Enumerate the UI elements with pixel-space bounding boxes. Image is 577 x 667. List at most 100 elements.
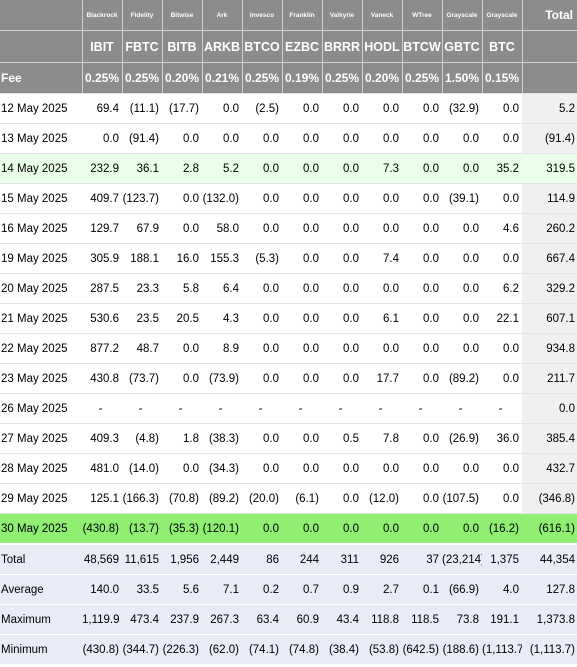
flow-cell: (73.7) [122,363,162,394]
summary-cell: 1,375 [482,543,522,575]
flow-cell: (73.9) [202,363,242,394]
flow-cell: 1.8 [162,423,202,454]
total-header-blank [521,30,577,63]
flow-cell: 7.3 [362,153,402,184]
flow-cell: 0.0 [322,483,362,514]
row-date: 19 May 2025 [0,243,82,274]
flow-cell: 0.0 [402,453,442,484]
table-row: 21 May 2025 530.6 23.5 20.5 4.3 0.0 0.0 0.0 6.1 0… [0,303,577,334]
flow-cell: 0.0 [282,213,322,244]
row-date: 26 May 2025 [0,393,82,424]
flow-cell: 0.0 [282,333,322,364]
flow-cell: 0.0 [242,273,282,304]
table-row: 30 May 2025 (430.8) (13.7) (35.3) (120.1) 0.0… [0,513,577,544]
row-total: 319.5 [522,153,577,184]
flow-cell: 6.1 [362,303,402,334]
flow-cell: 0.0 [202,93,242,124]
flow-cell: 0.0 [402,93,442,124]
flow-cell: - [362,393,402,424]
flow-cell: - [82,393,122,424]
row-total: (616.1) [522,513,577,544]
flow-cell: 0.0 [322,153,362,184]
flow-cell: 69.4 [82,93,122,124]
flow-cell: (35.3) [162,513,202,544]
flow-cell: 0.0 [322,213,362,244]
flow-cell: 481.0 [82,453,122,484]
ticker-header: GBTC [441,30,482,63]
flow-cell: 0.0 [482,333,522,364]
summary-cell: (188.6) [442,634,482,664]
row-date: 28 May 2025 [0,453,82,484]
flow-cell: (13.7) [122,513,162,544]
table-row: 23 May 2025 430.8 (73.7) 0.0 (73.9) 0.0 0.0 0.0… [0,363,577,394]
row-total: 385.4 [522,423,577,454]
flow-cell: 0.0 [442,123,482,154]
flow-cell: 0.0 [442,513,482,544]
summary-cell: (62.0) [202,634,242,664]
row-date: 16 May 2025 [0,213,82,244]
flow-cell: 0.0 [482,453,522,484]
table-row: 27 May 2025 409.3 (4.8) 1.8 (38.3) 0.0 0.0 0.5 7… [0,423,577,454]
issuer-name: Bitwise [161,0,202,31]
table-row: 28 May 2025 481.0 (14.0) 0.0 (34.3) 0.0 0.0 0.0… [0,453,577,484]
flow-cell: 0.0 [482,183,522,214]
summary-cell: (226.3) [162,634,202,664]
flow-cell: (132.0) [202,183,242,214]
flow-cell: 0.0 [242,363,282,394]
flow-cell: 35.2 [482,153,522,184]
flow-cell: 0.0 [362,333,402,364]
flow-cell: 5.2 [202,153,242,184]
flow-cell: 0.0 [482,483,522,514]
flow-cell: 0.0 [362,273,402,304]
flow-cell: 0.0 [202,123,242,154]
flow-cell: 4.3 [202,303,242,334]
flow-cell: (4.8) [122,423,162,454]
issuer-name: Franklin [281,0,322,31]
row-total: 5.2 [522,93,577,124]
fee-value: 0.21% [201,62,242,94]
flow-cell: (107.5) [442,483,482,514]
flow-cell: 0.0 [402,153,442,184]
flow-cell: 0.0 [282,153,322,184]
flow-cell: 0.0 [442,333,482,364]
flow-cell: - [282,393,322,424]
flow-cell: 58.0 [202,213,242,244]
flow-cell: 125.1 [82,483,122,514]
summary-cell: 0.7 [282,574,322,605]
summary-cell: 33.5 [122,574,162,605]
flow-cell: (34.3) [202,453,242,484]
summary-cell: 5.6 [162,574,202,605]
flow-cell: 0.0 [402,333,442,364]
summary-label: Average [0,574,82,605]
corner-cell [0,30,82,63]
flow-cell: - [402,393,442,424]
summary-cell: (74.1) [242,634,282,664]
ticker-header: ARKB [201,30,242,63]
row-total: 114.9 [522,183,577,214]
table-row: 14 May 2025 232.9 36.1 2.8 5.2 0.0 0.0 0.0 7.3 0.… [0,153,577,184]
ticker-header: HODL [361,30,402,63]
summary-cell: 60.9 [282,604,322,635]
flow-cell: 0.0 [282,513,322,544]
flow-cell: 0.0 [402,123,442,154]
flow-cell: 0.0 [322,363,362,394]
flow-cell: 0.5 [322,423,362,454]
ticker-header: BTCO [241,30,282,63]
table-row: 16 May 2025 129.7 67.9 0.0 58.0 0.0 0.0 0.0 0.0 0… [0,213,577,244]
flow-cell: 0.0 [402,513,442,544]
row-date: 15 May 2025 [0,183,82,214]
summary-cell: 2.7 [362,574,402,605]
issuer-name: Blackrock [81,0,122,31]
table-row: 13 May 2025 0.0 (91.4) 0.0 0.0 0.0 0.0 0.0 0.0 0.… [0,123,577,154]
flow-cell: (39.1) [442,183,482,214]
flow-cell: (89.2) [442,363,482,394]
flow-cell: 0.0 [442,453,482,484]
summary-cell: 11,615 [122,543,162,575]
flow-cell: 8.9 [202,333,242,364]
row-total: (346.8) [522,483,577,514]
flow-cell: 0.0 [482,363,522,394]
issuer-name: Grayscale [441,0,482,31]
summary-cell: 7.1 [202,574,242,605]
flow-cell: (120.1) [202,513,242,544]
flow-cell: (32.9) [442,93,482,124]
